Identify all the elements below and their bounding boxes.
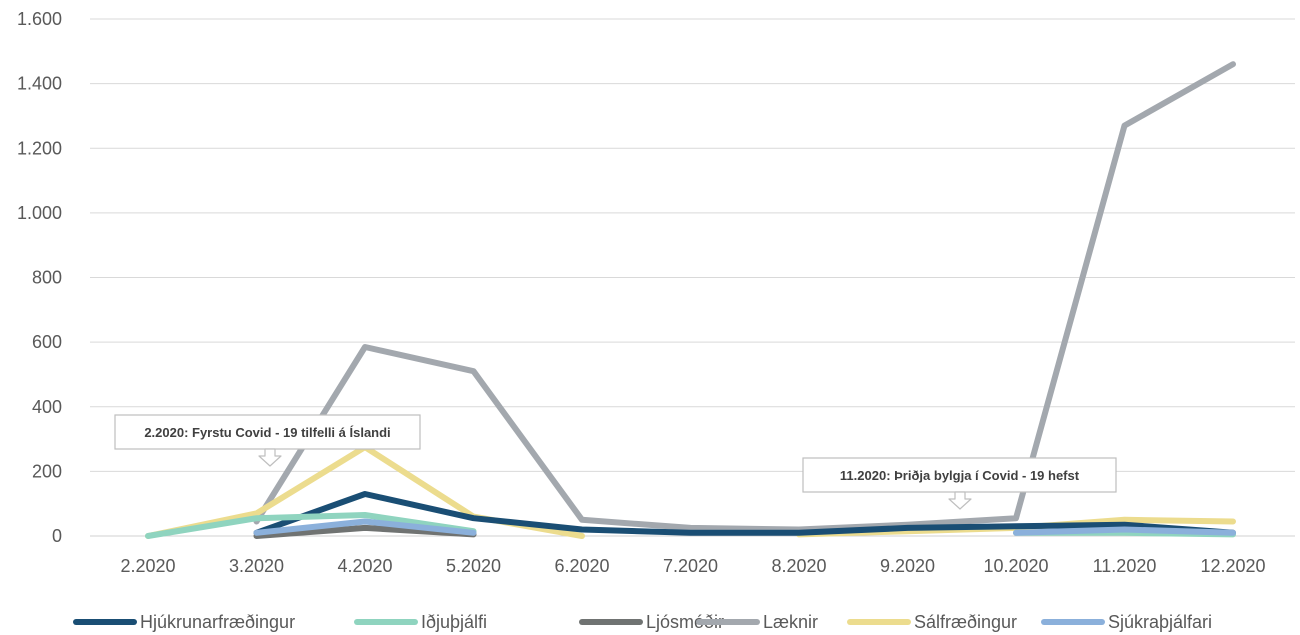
y-axis-ticks: 0 200 400 600 800 1.000 1.200 1.400 1.600 (17, 9, 62, 546)
legend-item: Læknir (696, 612, 818, 632)
series-line (253, 61, 1236, 533)
x-tick-label: 11.2020 (1093, 556, 1157, 576)
callout-arrow (258, 448, 282, 467)
y-tick-label: 1.000 (17, 203, 62, 223)
legend-label: Hjúkrunarfræðingur (140, 612, 295, 632)
x-tick-label: 3.2020 (229, 556, 284, 576)
x-tick-label: 10.2020 (983, 556, 1048, 576)
y-tick-label: 600 (32, 332, 62, 352)
legend-label: Læknir (763, 612, 818, 632)
x-tick-label: 8.2020 (771, 556, 826, 576)
legend: Hjúkrunarfræðingur Iðjuþjálfi Ljósmóðir Læk… (73, 612, 1212, 632)
callout-box (802, 457, 1117, 493)
annotation-callout: 11.2020: Þriðja bylgja í Covid - 19 hefs… (802, 457, 1117, 510)
series-line (253, 518, 477, 536)
x-axis-ticks: 2.2020 3.2020 4.2020 5.2020 6.2020 7.2020 8.20… (120, 556, 1265, 576)
x-tick-label: 9.2020 (880, 556, 935, 576)
x-tick-label: 4.2020 (337, 556, 392, 576)
series-line (253, 524, 477, 539)
x-tick-label: 5.2020 (446, 556, 501, 576)
series-lines (145, 61, 1236, 539)
callout-arrow (948, 491, 972, 510)
series-line (1013, 526, 1236, 536)
legend-item: Sjúkraþjálfari (1041, 612, 1212, 632)
y-tick-label: 0 (52, 526, 62, 546)
y-tick-label: 1.400 (17, 74, 62, 94)
series-line (253, 491, 1236, 536)
y-tick-label: 200 (32, 461, 62, 481)
series-line (145, 512, 477, 539)
legend-label: Ljósmóðir (646, 612, 724, 632)
callout-box (114, 414, 421, 450)
callout-text: 2.2020: Fyrstu Covid - 19 tilfelli á Ísl… (144, 425, 390, 440)
legend-label: Sjúkraþjálfari (1108, 612, 1212, 632)
y-tick-label: 800 (32, 268, 62, 288)
legend-item: Iðjuþjálfi (354, 612, 487, 632)
x-tick-label: 2.2020 (120, 556, 175, 576)
legend-label: Sálfræðingur (914, 612, 1017, 632)
legend-item: Sálfræðingur (847, 612, 1017, 632)
x-tick-label: 12.2020 (1200, 556, 1265, 576)
x-tick-label: 6.2020 (554, 556, 609, 576)
y-tick-label: 400 (32, 397, 62, 417)
y-tick-label: 1.200 (17, 138, 62, 158)
callout-text: 11.2020: Þriðja bylgja í Covid - 19 hefs… (840, 468, 1080, 483)
x-tick-label: 7.2020 (663, 556, 718, 576)
annotations: 2.2020: Fyrstu Covid - 19 tilfelli á Ísl… (114, 414, 1117, 510)
legend-item: Ljósmóðir (579, 612, 724, 632)
legend-label: Iðjuþjálfi (421, 612, 487, 632)
y-tick-label: 1.600 (17, 9, 62, 29)
annotation-callout: 2.2020: Fyrstu Covid - 19 tilfelli á Ísl… (114, 414, 421, 467)
legend-item: Hjúkrunarfræðingur (73, 612, 295, 632)
